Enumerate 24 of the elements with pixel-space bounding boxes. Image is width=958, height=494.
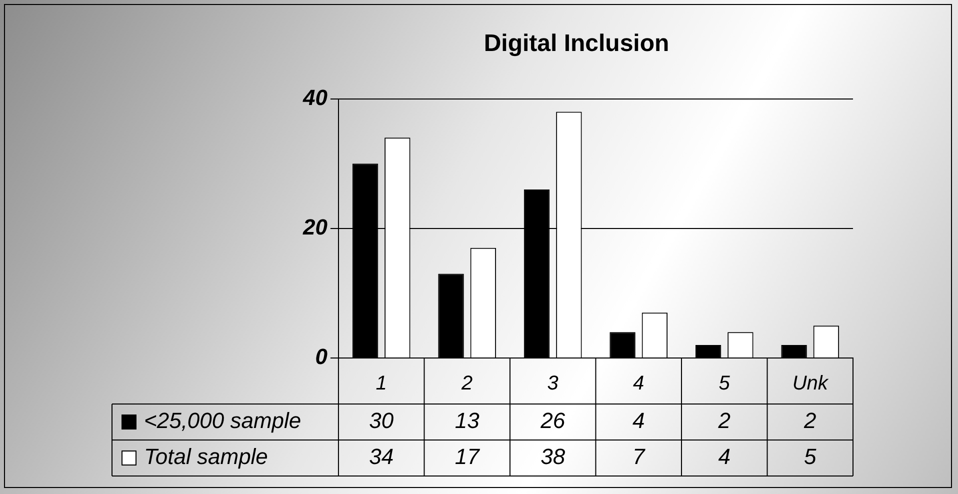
x-tick-label: 4 xyxy=(633,372,644,395)
data-label: 17 xyxy=(454,444,480,470)
y-tick-label: 0 xyxy=(315,344,328,370)
data-label: 34 xyxy=(369,444,394,470)
data-label: 30 xyxy=(369,408,394,434)
data-label: 26 xyxy=(540,408,566,434)
data-label: 4 xyxy=(632,408,645,434)
x-tick-label: 5 xyxy=(718,372,731,395)
data-label: 4 xyxy=(718,444,730,470)
x-tick-label: 1 xyxy=(376,372,387,395)
y-tick-label: 40 xyxy=(302,84,328,110)
x-tick-label: Unk xyxy=(792,372,829,395)
legend-label: <25,000 sample xyxy=(144,408,302,434)
data-label: 2 xyxy=(717,408,730,434)
data-label: 2 xyxy=(803,408,816,434)
data-label: 5 xyxy=(804,444,817,470)
data-label: 7 xyxy=(632,444,646,470)
y-tick-label: 20 xyxy=(302,214,328,240)
legend-label: Total sample xyxy=(144,444,268,470)
data-label: 38 xyxy=(540,444,566,470)
x-tick-label: 2 xyxy=(460,372,473,395)
chart-title: Digital Inclusion xyxy=(484,30,670,58)
data-label: 13 xyxy=(454,408,480,434)
x-tick-label: 3 xyxy=(547,372,558,395)
